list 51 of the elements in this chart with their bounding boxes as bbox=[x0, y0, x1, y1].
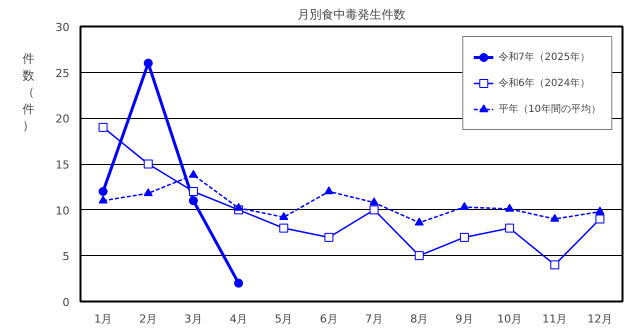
point bbox=[550, 214, 560, 222]
point bbox=[279, 212, 288, 220]
x-tick-label: 3月 bbox=[184, 312, 202, 326]
point bbox=[188, 170, 198, 178]
y-tick-label: 10 bbox=[56, 204, 70, 218]
legend-label: 平年（10年間の平均） bbox=[498, 103, 601, 116]
point bbox=[188, 187, 198, 196]
x-tick-label: 4月 bbox=[230, 312, 248, 326]
point bbox=[414, 218, 424, 226]
point bbox=[370, 197, 379, 206]
point bbox=[595, 206, 604, 214]
x-tick-label: 5月 bbox=[274, 312, 293, 326]
x-tick-label: 12月 bbox=[587, 312, 612, 326]
point bbox=[324, 232, 334, 242]
point bbox=[144, 188, 153, 196]
chart-title: 月別食中毒発生件数 bbox=[298, 8, 406, 22]
point bbox=[234, 202, 244, 211]
point bbox=[505, 204, 514, 212]
point bbox=[460, 202, 469, 210]
y-tick-label: 20 bbox=[56, 112, 70, 126]
x-tick-label: 9月 bbox=[455, 312, 474, 326]
point bbox=[414, 251, 424, 260]
point bbox=[505, 224, 514, 233]
x-tick-label: 7月 bbox=[365, 312, 384, 326]
point bbox=[98, 196, 108, 204]
x-tick-label: 2月 bbox=[139, 312, 158, 326]
y-axis-title: 件数（件） bbox=[22, 52, 34, 133]
point bbox=[550, 260, 560, 270]
point bbox=[144, 160, 153, 168]
legend-label: 令和7年（2025年） bbox=[498, 50, 590, 64]
point bbox=[234, 278, 244, 288]
x-tick-label: 6月 bbox=[320, 312, 338, 326]
point bbox=[279, 224, 288, 233]
y-tick-label: 15 bbox=[56, 158, 70, 172]
y-tick-label: 30 bbox=[56, 21, 70, 34]
legend-label: 令和6年（2024年） bbox=[498, 76, 590, 90]
x-tick-label: 11月 bbox=[542, 312, 568, 326]
point bbox=[595, 214, 604, 224]
x-tick-label: 1月 bbox=[94, 312, 112, 326]
x-tick-label: 8月 bbox=[410, 312, 428, 326]
point bbox=[98, 187, 108, 196]
y-tick-label: 0 bbox=[62, 296, 70, 309]
y-tick-label: 25 bbox=[56, 66, 70, 80]
point bbox=[324, 186, 334, 194]
point bbox=[370, 205, 379, 214]
point bbox=[460, 232, 469, 242]
x-tick-label: 10月 bbox=[497, 312, 522, 326]
point bbox=[98, 122, 108, 132]
y-tick-label: 5 bbox=[62, 250, 70, 264]
point bbox=[188, 196, 198, 206]
point bbox=[144, 58, 153, 68]
